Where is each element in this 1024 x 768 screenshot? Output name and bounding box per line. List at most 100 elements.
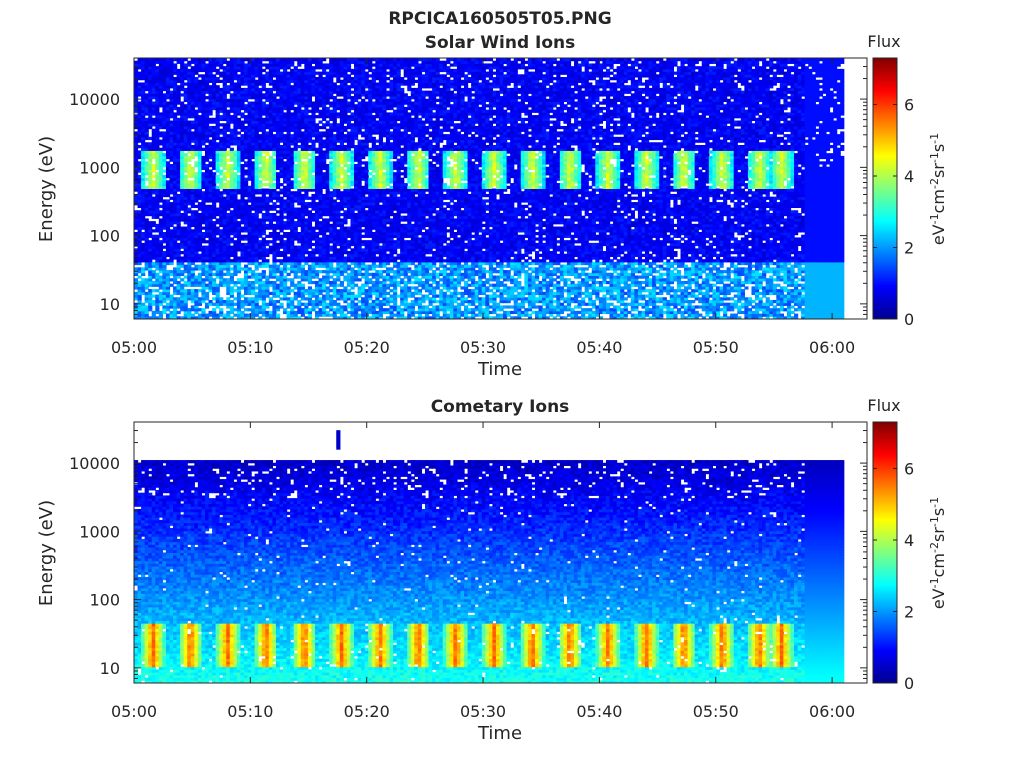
spectrogram-cell: [144, 261, 149, 266]
spectrogram-cell: [219, 128, 224, 132]
spectrogram-cell: [155, 193, 160, 198]
spectrogram-cell: [222, 210, 227, 214]
spectrogram-cell: [148, 63, 153, 67]
spectrogram-cell: [155, 128, 160, 132]
spectrogram-cell: [283, 240, 288, 244]
spectrogram-cell: [222, 221, 227, 225]
spectrogram-cell: [137, 223, 142, 228]
spectrogram-cell: [329, 109, 334, 113]
spectrogram-cell: [187, 106, 192, 111]
spectrogram-cell: [165, 117, 171, 122]
spectrogram-cell: [208, 90, 213, 94]
spectrogram-cell: [204, 256, 210, 260]
spectrogram-cell: [183, 139, 188, 143]
spectrogram-cell: [176, 242, 181, 247]
spectrogram-cell: [137, 283, 142, 287]
spectrogram-cell: [141, 316, 146, 320]
spectrogram-cell: [173, 147, 178, 151]
spectrogram-cell: [144, 223, 149, 228]
spectrogram-cell: [233, 308, 238, 312]
spectrogram-cell: [208, 302, 213, 306]
spectrogram-cell: [194, 210, 199, 214]
spectrogram-cell: [173, 240, 178, 244]
spectrogram-cell: [158, 212, 163, 217]
spectrogram-cell: [151, 191, 156, 195]
spectrogram-cell: [151, 221, 156, 225]
spectrogram-cell: [187, 172, 192, 176]
spectrogram-cell: [208, 109, 213, 113]
spectrogram-cell: [201, 177, 206, 181]
spectrogram-cell: [173, 232, 178, 236]
spectrogram-cell: [219, 147, 224, 151]
spectrogram-cell: [297, 299, 302, 304]
spectrogram-cell: [208, 93, 213, 97]
spectrogram-cell: [226, 212, 231, 217]
spectrogram-cell: [318, 71, 323, 75]
spectrogram-cell: [197, 264, 203, 268]
spectrogram-cell: [137, 286, 142, 290]
spectrogram-cell: [201, 256, 206, 260]
spectrogram-cell: [148, 169, 153, 173]
spectrogram-cell: [222, 174, 227, 179]
spectrogram-cell: [144, 112, 149, 116]
spectrogram-cell: [134, 131, 139, 135]
spectrogram-cell: [201, 164, 206, 168]
spectrogram-cell: [155, 145, 160, 149]
spectrogram-cell: [165, 308, 171, 312]
spectrogram-cell: [197, 136, 203, 141]
spectrogram-cell: [137, 253, 142, 257]
spectrogram-cell: [212, 215, 217, 219]
spectrogram-cell: [197, 248, 203, 252]
spectrogram-cell: [226, 316, 231, 320]
spectrogram-cell: [148, 74, 153, 78]
spectrogram-cell: [197, 125, 203, 130]
spectrogram-cell: [212, 177, 217, 181]
spectrogram-cell: [180, 120, 185, 124]
spectrogram-cell: [183, 115, 188, 119]
spectrogram-cell: [197, 134, 203, 138]
spectrogram-cell: [173, 98, 178, 102]
spectrogram-cell: [293, 191, 298, 195]
spectrogram-cell: [144, 68, 149, 73]
spectrogram-cell: [194, 316, 199, 320]
spectrogram-cell: [254, 79, 259, 83]
spectrogram-cell: [141, 305, 146, 309]
spectrogram-cell: [158, 302, 163, 306]
spectrogram-cell: [180, 74, 185, 78]
spectrogram-cell: [190, 96, 195, 100]
spectrogram-cell: [201, 131, 206, 135]
spectrogram-cell: [343, 313, 348, 317]
spectrogram-cell: [204, 291, 210, 296]
spectrogram-cell: [187, 109, 192, 113]
spectrogram-cell: [290, 289, 295, 293]
spectrogram-cell: [158, 63, 163, 67]
spectrogram-cell: [162, 188, 167, 192]
spectrogram-cell: [187, 131, 192, 135]
spectrogram-cell: [137, 60, 142, 64]
spectrogram-cell: [180, 229, 185, 233]
spectrogram-cell: [165, 218, 171, 222]
spectrogram-cell: [322, 131, 327, 135]
spectrogram-cell: [183, 177, 188, 181]
spectrogram-cell: [134, 297, 139, 301]
spectrogram-cell: [144, 147, 149, 151]
spectrogram-cell: [194, 234, 199, 238]
spectrogram-cell: [194, 87, 199, 92]
spectrogram-cell: [190, 134, 195, 138]
spectrogram-cell: [212, 253, 217, 257]
spectrogram-cell: [226, 158, 231, 162]
spectrogram-cell: [208, 196, 213, 200]
spectrogram-cell: [332, 82, 337, 86]
spectrogram-cell: [173, 120, 178, 124]
spectrogram-cell: [151, 256, 156, 260]
spectrogram-cell: [290, 147, 295, 151]
spectrogram-cell: [197, 147, 203, 151]
spectrogram-cell: [183, 134, 188, 138]
spectrogram-cell: [187, 115, 192, 119]
spectrogram-cell: [155, 71, 160, 75]
spectrogram-cell: [183, 229, 188, 233]
spectrogram-cell: [258, 240, 263, 244]
spectrogram-cell: [197, 313, 203, 317]
spectrogram-cell: [208, 169, 213, 173]
spectrogram-cell: [300, 308, 305, 312]
